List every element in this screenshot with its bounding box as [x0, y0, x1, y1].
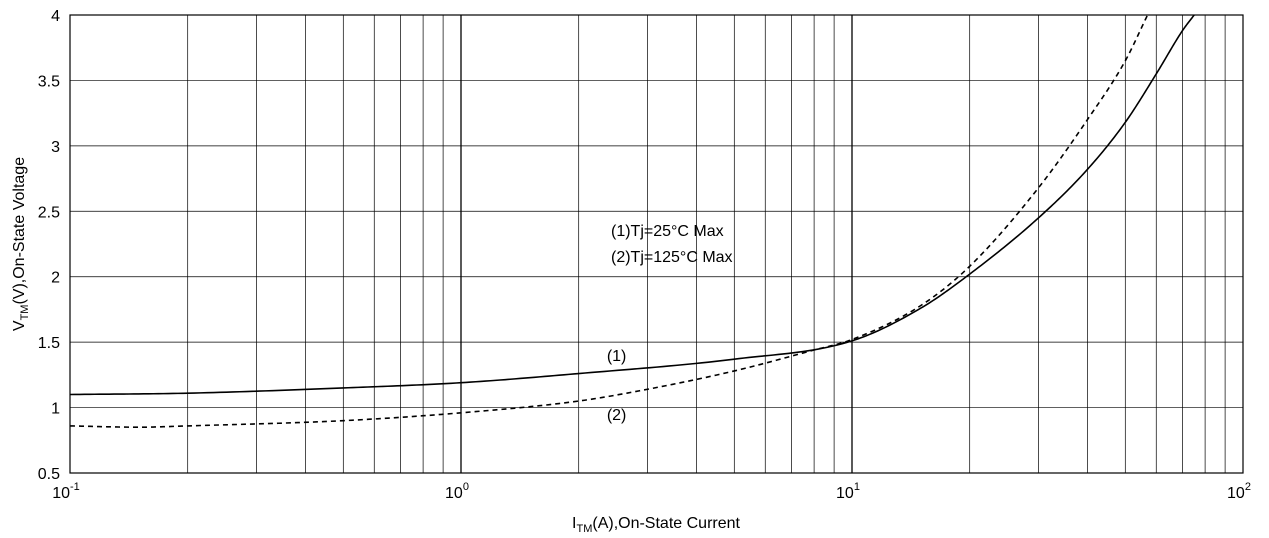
legend-line-2: (2)Tj=125°C Max: [611, 249, 733, 266]
x-tick-exponent: 1: [854, 481, 860, 493]
x-tick-label: 102: [1227, 481, 1251, 502]
series-label: (1): [607, 348, 627, 365]
y-axis-title: VTM(V),On-State Voltage: [11, 157, 31, 331]
series-curve-1: [69, 14, 1195, 396]
y-tick-label: 2: [51, 270, 60, 287]
x-tick-labels: 10-1 100 101 102: [52, 481, 1251, 502]
grid-lines: [70, 15, 1243, 473]
x-axis-title-sub: TM: [576, 523, 592, 535]
x-tick-base: 10: [1227, 485, 1245, 502]
x-tick-exponent: 2: [1245, 481, 1251, 493]
x-axis-title-rest: (A),On-State Current: [592, 515, 740, 532]
x-tick-label: 101: [836, 481, 860, 502]
y-tick-label: 1.5: [38, 335, 60, 352]
series-label: (2): [607, 407, 627, 424]
y-tick-labels: 0.5 1 1.5 2 2.5 3 3.5 4: [38, 8, 60, 483]
y-tick-label: 3: [51, 139, 60, 156]
series-curve-2: [69, 14, 1149, 428]
y-tick-label: 0.5: [38, 466, 60, 483]
x-tick-label: 100: [445, 481, 469, 502]
y-tick-label: 3.5: [38, 73, 60, 90]
x-tick-base: 10: [445, 485, 463, 502]
y-axis-title-sub: TM: [19, 305, 31, 321]
curves: [69, 14, 1195, 428]
series-labels: (1) (2): [607, 348, 627, 424]
x-tick-exponent: -1: [70, 481, 80, 493]
y-axis-title-main: V: [11, 320, 28, 331]
x-axis-title-main: I: [572, 515, 576, 532]
legend-line-1: (1)Tj=25°C Max: [611, 223, 724, 240]
x-tick-base: 10: [52, 485, 70, 502]
x-tick-label: 10-1: [52, 481, 80, 502]
x-tick-base: 10: [836, 485, 854, 502]
x-tick-exponent: 0: [463, 481, 469, 493]
x-axis-title: ITM(A),On-State Current: [572, 515, 741, 535]
y-tick-label: 4: [51, 8, 60, 25]
y-tick-label: 1: [51, 401, 60, 418]
y-tick-label: 2.5: [38, 204, 60, 221]
plot-frame: [69, 14, 1244, 474]
y-axis-title-rest: (V),On-State Voltage: [11, 157, 28, 305]
